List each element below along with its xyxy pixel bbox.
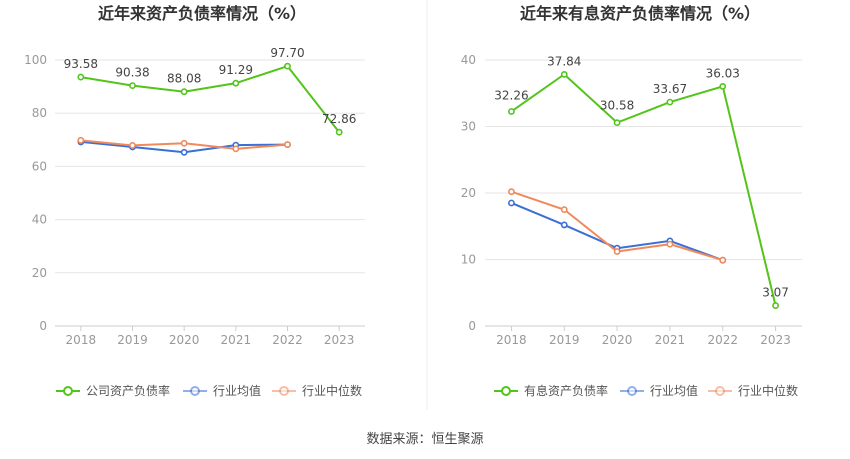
data-label: 88.08 bbox=[167, 72, 201, 86]
series-line-company bbox=[80, 64, 340, 133]
y-tick-label: 0 bbox=[39, 319, 47, 333]
legend-label: 行业中位数 bbox=[738, 383, 798, 398]
point-company bbox=[666, 98, 674, 106]
point-industry_median bbox=[232, 145, 240, 153]
y-tick-label: 40 bbox=[32, 213, 47, 227]
data-label: 33.67 bbox=[653, 82, 687, 96]
legend-marker bbox=[715, 386, 725, 396]
point-industry_avg bbox=[508, 199, 515, 207]
data-label: 3.07 bbox=[762, 286, 789, 300]
point-company bbox=[335, 128, 343, 136]
data-label: 72.86 bbox=[322, 112, 356, 126]
y-tick-label: 20 bbox=[32, 266, 47, 280]
data-label: 32.26 bbox=[494, 88, 528, 102]
x-tick-label: 2018 bbox=[496, 333, 527, 347]
point-industry_median bbox=[284, 141, 291, 148]
data-label: 93.58 bbox=[64, 57, 98, 71]
point-company bbox=[284, 62, 291, 70]
point-company bbox=[77, 73, 85, 81]
legend-item-company: 公司资产负债率 bbox=[56, 383, 170, 398]
y-tick-label: 0 bbox=[468, 319, 476, 333]
data-label: 36.03 bbox=[706, 66, 740, 80]
legend-item-industry_median: 行业中位数 bbox=[708, 383, 798, 398]
x-tick-label: 2022 bbox=[707, 333, 738, 347]
point-company bbox=[508, 108, 515, 115]
series-line-company bbox=[510, 73, 777, 306]
point-industry_median bbox=[719, 256, 727, 264]
point-industry_avg bbox=[180, 148, 188, 156]
legend-label: 行业均值 bbox=[650, 383, 698, 398]
y-tick-label: 40 bbox=[461, 53, 476, 67]
data-label: 30.58 bbox=[600, 99, 634, 113]
legend-marker bbox=[63, 386, 73, 396]
legend-item-industry_median: 行业中位数 bbox=[272, 383, 362, 398]
point-industry_avg bbox=[560, 221, 568, 229]
x-tick-label: 2021 bbox=[221, 333, 252, 347]
data-label: 91.29 bbox=[219, 63, 253, 77]
x-tick-label: 2019 bbox=[549, 333, 580, 347]
point-company bbox=[772, 302, 779, 309]
chart-1: 近年来资产负债率情况（%） 0 20 40 60 80 100 2018 2019 2020 202… bbox=[24, 4, 365, 398]
legend-marker bbox=[190, 386, 200, 396]
y-tick-label: 30 bbox=[461, 120, 476, 134]
point-company bbox=[129, 82, 136, 89]
x-tick-label: 2022 bbox=[272, 333, 303, 347]
legend-label: 公司资产负债率 bbox=[86, 383, 170, 398]
point-company bbox=[719, 83, 727, 90]
x-tick-label: 2023 bbox=[760, 333, 791, 347]
legend-item-industry_avg: 行业均值 bbox=[183, 383, 261, 398]
chart-2: 近年来有息资产负债率情况（%） 0 10 20 30 40 2018 2019 2020 2021… bbox=[461, 4, 802, 398]
x-tick-label: 2019 bbox=[117, 333, 148, 347]
point-industry_median bbox=[77, 136, 85, 144]
y-tick-label: 80 bbox=[32, 106, 47, 120]
legend-label: 行业均值 bbox=[213, 383, 261, 398]
legend-marker bbox=[279, 386, 289, 396]
x-tick-label: 2020 bbox=[602, 333, 633, 347]
point-company bbox=[180, 88, 188, 96]
data-label: 97.70 bbox=[270, 46, 304, 60]
legend-marker bbox=[501, 386, 511, 396]
legend-label: 行业中位数 bbox=[302, 383, 362, 398]
point-industry_median bbox=[129, 141, 136, 149]
data-label: 90.38 bbox=[115, 66, 149, 80]
x-tick-label: 2020 bbox=[169, 333, 200, 347]
chart-title: 近年来资产负债率情况（%） bbox=[98, 4, 306, 23]
point-company bbox=[613, 119, 621, 127]
chart-title: 近年来有息资产负债率情况（%） bbox=[520, 4, 760, 23]
y-tick-label: 10 bbox=[461, 253, 476, 267]
legend-label: 有息资产负债率 bbox=[524, 383, 608, 398]
point-industry_median bbox=[560, 206, 568, 214]
point-industry_median bbox=[180, 139, 188, 147]
y-tick-label: 100 bbox=[24, 53, 47, 67]
point-industry_median bbox=[613, 248, 621, 255]
data-source-label: 数据来源：恒生聚源 bbox=[366, 432, 484, 447]
legend-marker bbox=[627, 386, 637, 396]
y-tick-label: 60 bbox=[32, 159, 47, 173]
data-label: 37.84 bbox=[547, 54, 581, 68]
point-company bbox=[560, 70, 568, 78]
x-tick-label: 2023 bbox=[324, 333, 355, 347]
x-tick-label: 2021 bbox=[655, 333, 686, 347]
legend-item-industry_avg: 行业均值 bbox=[620, 383, 698, 398]
point-industry_median bbox=[666, 240, 674, 248]
legend-item-company: 有息资产负债率 bbox=[494, 383, 608, 398]
point-industry_median bbox=[508, 188, 515, 196]
x-tick-label: 2018 bbox=[66, 333, 97, 347]
point-company bbox=[232, 79, 240, 87]
y-tick-label: 20 bbox=[461, 186, 476, 200]
